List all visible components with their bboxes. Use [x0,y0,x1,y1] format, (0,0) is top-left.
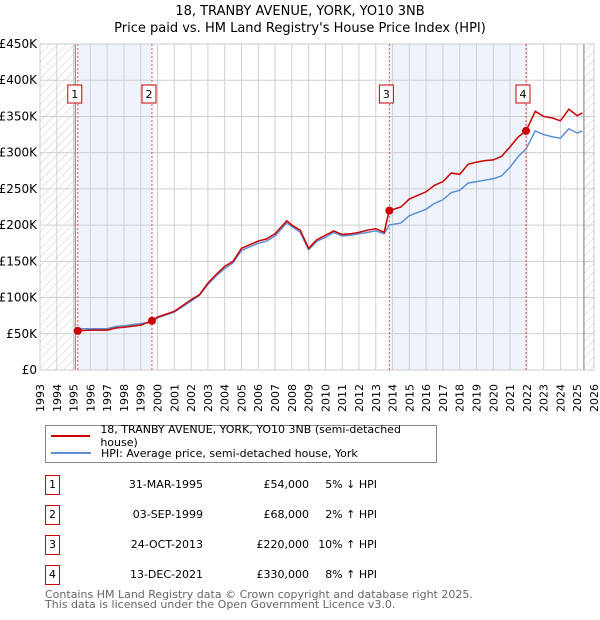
legend-label: HPI: Average price, semi-detached house,… [101,446,358,460]
sale-date: 24-OCT-2013 [130,538,203,551]
y-tick-label: £200K [0,218,38,232]
x-tick-label: 2024 [554,384,567,412]
hpi-line [77,127,583,330]
y-tick-label: £400K [0,73,38,87]
sale-hpi-diff: 10% ↑ HPI [318,538,377,551]
x-tick-label: 2005 [235,384,248,412]
x-tick-label: 1995 [68,384,81,412]
footer: Contains HM Land Registry data © Crown c… [45,588,473,611]
y-tick-label: £350K [0,109,38,123]
x-tick-label: 1999 [135,384,148,412]
x-tick-label: 1993 [34,384,47,412]
sale-number-box [378,84,394,104]
x-tick-label: 2000 [152,384,165,412]
x-tick-label: 2017 [437,384,450,412]
y-tick-label: £0 [22,363,37,377]
legend-item-hpi: HPI: Average price, semi-detached house,… [46,445,358,461]
sale-row: 4 13-DEC-2021 £330,000 8% ↑ HPI [45,565,465,585]
sale-hpi-diff: 5% ↓ HPI [325,478,377,491]
x-tick-label: 2009 [303,384,316,412]
sale-row: 1 31-MAR-1995 £54,000 5% ↓ HPI [45,475,465,495]
sale-hpi-diff: 8% ↑ HPI [325,568,377,581]
legend-swatch [51,452,91,454]
sale-row: 2 03-SEP-1999 £68,000 2% ↑ HPI [45,505,465,525]
x-tick-label: 2004 [219,384,232,412]
footer-line: Contains HM Land Registry data © Crown c… [45,588,473,601]
x-tick-label: 2025 [571,384,584,412]
sale-number-box [67,84,83,104]
sale-point [385,206,394,215]
y-tick-label: £50K [6,327,38,341]
legend: 18, TRANBY AVENUE, YORK, YO10 3NB (semi-… [45,423,437,463]
x-tick-label: 2026 [588,384,600,412]
sale-number-badge: 1 [45,475,60,495]
legend-swatch [51,435,91,437]
x-tick-label: 2006 [252,384,265,412]
sale-point [147,316,156,325]
x-tick-label: 2012 [353,384,366,412]
plot-frame [39,43,595,371]
footer-line: This data is licensed under the Open Gov… [45,598,396,611]
x-tick-label: 2002 [185,384,198,412]
sale-point [522,126,531,135]
sale-price: £220,000 [256,538,310,551]
x-tick-label: 2007 [269,384,282,412]
x-tick-label: 2021 [504,384,517,412]
sale-number-box [141,84,157,104]
sale-number-badge: 3 [45,535,60,555]
sale-date: 03-SEP-1999 [132,508,203,521]
x-tick-label: 2018 [454,384,467,412]
sale-number: 2 [145,88,152,101]
sale-number: 3 [383,88,390,101]
sale-point [73,326,82,335]
y-tick-label: £100K [0,291,38,305]
legend-item-property: 18, TRANBY AVENUE, YORK, YO10 3NB (semi-… [46,423,436,449]
sale-number: 1 [71,88,78,101]
y-tick-label: £300K [0,146,38,160]
x-tick-label: 2001 [168,384,181,412]
y-tick-label: £250K [0,182,38,196]
x-tick-label: 2022 [521,384,534,412]
x-tick-label: 1996 [84,384,97,412]
y-tick-label: £150K [0,254,38,268]
sale-number-box [515,84,531,104]
y-tick-label: £450K [0,37,38,51]
x-tick-label: 2019 [470,384,483,412]
x-tick-label: 2016 [420,384,433,412]
x-tick-label: 2011 [336,384,349,412]
x-tick-label: 1994 [51,384,64,412]
x-tick-label: 2023 [538,384,551,412]
sale-row: 3 24-OCT-2013 £220,000 10% ↑ HPI [45,535,465,555]
x-tick-label: 2010 [319,384,332,412]
hatched-range [583,44,594,370]
sale-price: £330,000 [256,568,310,581]
x-tick-label: 1997 [101,384,114,412]
x-tick-label: 2020 [487,384,500,412]
legend-label: 18, TRANBY AVENUE, YORK, YO10 3NB (semi-… [100,423,401,449]
sale-number-badge: 4 [45,565,60,585]
x-tick-label: 2003 [202,384,215,412]
sale-price: £54,000 [263,478,310,491]
x-tick-label: 2008 [286,384,299,412]
x-tick-label: 2013 [370,384,383,412]
sale-hpi-diff: 2% ↑ HPI [325,508,377,521]
sale-number: 4 [520,88,527,101]
x-tick-label: 2014 [387,384,400,412]
chart-subtitle: Price paid vs. HM Land Registry's House … [114,21,486,36]
property-price-line [77,108,583,332]
sale-number-badge: 2 [45,505,60,525]
x-tick-label: 2015 [403,384,416,412]
sale-price: £68,000 [263,508,310,521]
chart-title: 18, TRANBY AVENUE, YORK, YO10 3NB [175,4,425,19]
sale-date: 13-DEC-2021 [129,568,203,581]
x-tick-label: 1998 [118,384,131,412]
sale-date: 31-MAR-1995 [128,478,203,491]
shaded-range [389,44,527,370]
price-chart: 1 2 3 4 1993 1994 1995 1996 1997 1998 1999 2000 2001… [0,37,600,412]
